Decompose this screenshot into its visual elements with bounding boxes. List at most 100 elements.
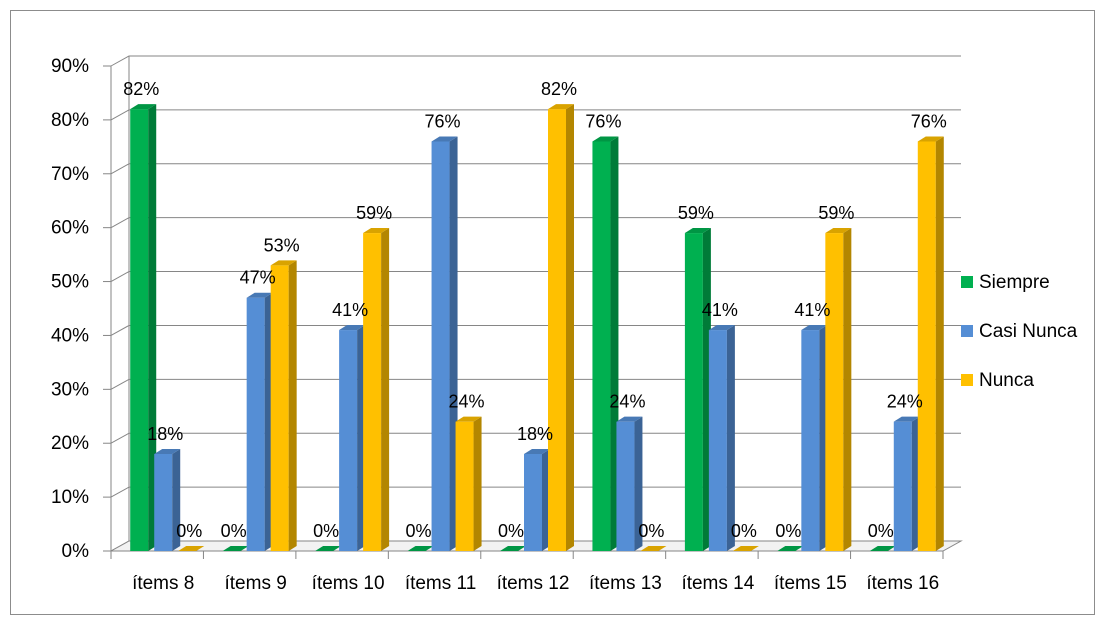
bar xyxy=(178,546,205,551)
bar-front xyxy=(270,265,289,551)
bar xyxy=(825,228,852,552)
y-tick-label: 50% xyxy=(51,272,89,293)
bar-side xyxy=(148,104,157,551)
bar-top xyxy=(178,546,205,551)
y-tick-label: 10% xyxy=(51,487,89,508)
bar-top xyxy=(363,228,390,234)
data-label: 76% xyxy=(585,111,621,131)
bar-top xyxy=(708,325,735,331)
bar-top xyxy=(270,260,297,266)
bar xyxy=(315,546,342,551)
y-tick-label: 90% xyxy=(51,56,89,77)
data-label: 18% xyxy=(147,424,183,444)
bar xyxy=(616,416,643,551)
bar-top xyxy=(154,449,181,454)
bar xyxy=(246,292,273,551)
bar-top xyxy=(524,449,550,454)
bar xyxy=(801,325,828,551)
x-tick-label: ítems 9 xyxy=(225,573,287,594)
bar xyxy=(222,546,249,551)
bar xyxy=(431,136,458,551)
legend-swatch xyxy=(961,325,973,337)
bar-front xyxy=(684,233,703,552)
bar-side xyxy=(288,260,297,551)
bar-front xyxy=(363,233,382,552)
data-label: 41% xyxy=(794,300,830,320)
bar-chart: 0% 10% 20% 30% 40% 50% 60% 70% 80% 90% ítems 8 ítem… xyxy=(51,55,1078,594)
data-label: 0% xyxy=(868,521,894,541)
data-label: 82% xyxy=(541,79,577,99)
bar xyxy=(500,546,526,551)
data-label: 59% xyxy=(818,203,854,223)
bar-front xyxy=(825,233,844,552)
bar xyxy=(708,325,735,551)
legend-label: Nunca xyxy=(979,370,1034,391)
bar-front xyxy=(524,454,542,551)
data-label: 76% xyxy=(911,111,947,131)
bar-top xyxy=(801,325,828,331)
bar-top xyxy=(825,228,852,234)
bar-side xyxy=(634,416,643,551)
bar xyxy=(917,136,944,551)
bar-side xyxy=(172,449,181,551)
legend-item: Siempre xyxy=(961,272,1050,293)
legend-item: Nunca xyxy=(961,370,1034,391)
y-tick-label: 70% xyxy=(51,164,89,185)
bar-top xyxy=(917,136,944,142)
bar-top xyxy=(246,292,273,298)
bar-top xyxy=(732,546,759,551)
bar-top xyxy=(315,546,342,551)
y-tick-label: 20% xyxy=(51,433,89,454)
data-label: 0% xyxy=(731,521,757,541)
bar-front xyxy=(893,421,912,551)
x-tick-label: ítems 14 xyxy=(681,573,754,594)
x-tick-label: ítems 10 xyxy=(312,573,385,594)
legend-item: Casi Nunca xyxy=(961,321,1078,342)
bar xyxy=(524,449,550,551)
chart-frame: 0% 10% 20% 30% 40% 50% 60% 70% 80% 90% ítems 8 ítem… xyxy=(10,10,1095,615)
axes: 0% 10% 20% 30% 40% 50% 60% 70% 80% 90% ítems 8 ítem… xyxy=(51,56,944,594)
bar-front xyxy=(592,141,611,551)
data-labels: 82% 0% 0% 0% 0% 76% 59% 0% 0% 18% 47% 41% 76% 18% 24% 4… xyxy=(123,79,947,541)
bar-top xyxy=(893,416,920,422)
bar xyxy=(732,546,759,551)
bar xyxy=(455,416,482,551)
bar-top xyxy=(455,416,482,422)
data-label: 0% xyxy=(498,521,524,541)
bar-front xyxy=(616,421,635,551)
bar-top xyxy=(130,104,157,110)
bar-front xyxy=(130,109,149,551)
bar-side xyxy=(473,416,482,551)
bar-top xyxy=(431,136,458,142)
data-label: 0% xyxy=(638,521,664,541)
data-label: 59% xyxy=(678,203,714,223)
data-label: 24% xyxy=(609,392,645,412)
bar xyxy=(339,325,366,551)
legend-label: Siempre xyxy=(979,272,1050,293)
bar xyxy=(640,546,667,551)
data-label: 0% xyxy=(313,521,339,541)
bar xyxy=(130,104,157,551)
gridline xyxy=(110,163,961,175)
bar xyxy=(548,104,574,551)
legend: Siempre Casi Nunca Nunca xyxy=(961,272,1078,391)
bar-front xyxy=(339,330,358,551)
bar-top xyxy=(222,546,249,551)
x-tick-label: ítems 11 xyxy=(405,573,476,594)
x-tick-label: ítems 8 xyxy=(132,573,194,594)
data-label: 0% xyxy=(775,521,801,541)
bar xyxy=(893,416,920,551)
bar-top xyxy=(500,546,526,551)
bar-top xyxy=(777,546,804,551)
gridline xyxy=(110,55,961,67)
bar-front xyxy=(431,141,450,551)
data-label: 18% xyxy=(517,424,553,444)
bar xyxy=(363,228,390,552)
y-tick-label: 30% xyxy=(51,379,89,400)
bar xyxy=(154,449,181,551)
y-tick-label: 0% xyxy=(62,541,90,562)
bar xyxy=(684,228,711,552)
x-tick-label: ítems 12 xyxy=(497,573,570,594)
bars xyxy=(130,104,944,552)
bar xyxy=(592,136,619,551)
